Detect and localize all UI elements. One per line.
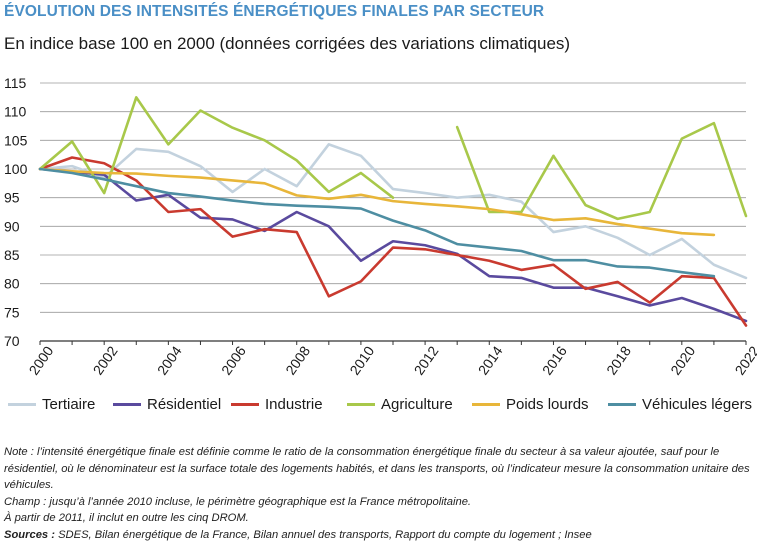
axes: 70 75 80 85 90 95 100 105 110 115 2000 2002 2004 2006… bbox=[4, 75, 757, 378]
legend-swatch-vehicules-legers bbox=[608, 402, 636, 406]
series-lines bbox=[38, 96, 748, 327]
legend-swatch-agriculture bbox=[347, 402, 375, 406]
chart-notes: Note : l’intensité énergétique finale es… bbox=[4, 444, 754, 543]
x-tick-label: 2004 bbox=[154, 343, 185, 378]
y-tick-label: 70 bbox=[4, 333, 20, 349]
series-line-vehicules-legers bbox=[38, 167, 716, 278]
chart-subtitle: En indice base 100 en 2000 (données corr… bbox=[4, 34, 571, 53]
series-line-industrie bbox=[38, 156, 748, 327]
legend-label-agriculture: Agriculture bbox=[381, 395, 453, 413]
legend-item-agriculture: Agriculture bbox=[347, 394, 453, 414]
series-line-residentiel bbox=[38, 167, 748, 323]
line-chart: 70 75 80 85 90 95 100 105 110 115 2000 2002 2004 2006… bbox=[4, 75, 757, 378]
sources-text: SDES, Bilan énergétique de la France, Bi… bbox=[54, 528, 592, 541]
legend-item-tertiaire: Tertiaire bbox=[8, 394, 95, 414]
x-tick-label: 2000 bbox=[25, 343, 56, 378]
x-tick-label: 2016 bbox=[539, 343, 570, 378]
grid bbox=[40, 82, 746, 342]
y-tick-label: 90 bbox=[4, 218, 20, 234]
sources-label: Sources : bbox=[4, 528, 55, 541]
champ-text: Champ : jusqu’à l’année 2010 incluse, le… bbox=[4, 495, 472, 508]
sources-line: Sources : SDES, Bilan énergétique de la … bbox=[4, 527, 754, 544]
y-tick-label: 110 bbox=[4, 104, 27, 120]
y-tick-label: 100 bbox=[4, 161, 28, 177]
x-tick-label: 2006 bbox=[218, 343, 249, 378]
legend-item-residentiel: Résidentiel bbox=[113, 394, 221, 414]
x-tick-label: 2014 bbox=[475, 343, 506, 378]
y-tick-label: 95 bbox=[4, 190, 20, 206]
y-tick-label: 75 bbox=[4, 304, 20, 320]
legend-item-vehicules-legers: Véhicules légers bbox=[608, 394, 752, 414]
series-line-tertiaire bbox=[38, 143, 748, 280]
legend-label-poids-lourds: Poids lourds bbox=[506, 395, 589, 413]
legend-item-industrie: Industrie bbox=[231, 394, 323, 414]
x-tick-label: 2002 bbox=[90, 343, 121, 378]
legend-swatch-residentiel bbox=[113, 402, 141, 406]
note-text: Note : l’intensité énergétique finale es… bbox=[4, 446, 750, 491]
series-line-poids-lourds bbox=[38, 167, 716, 237]
y-tick-label: 115 bbox=[4, 75, 27, 91]
legend-label-vehicules-legers: Véhicules légers bbox=[642, 395, 753, 413]
x-tick-label: 2022 bbox=[731, 343, 757, 378]
legend-label-tertiaire: Tertiaire bbox=[42, 395, 96, 413]
y-tick-label: 85 bbox=[4, 247, 20, 263]
x-tick-label: 2020 bbox=[667, 343, 698, 378]
legend: Tertiaire Résidentiel Industrie Agricult… bbox=[0, 394, 757, 414]
champ-text-2: À partir de 2011, il inclut en outre les… bbox=[4, 512, 249, 524]
y-tick-label: 105 bbox=[4, 132, 28, 148]
legend-item-poids-lourds: Poids lourds bbox=[472, 394, 589, 414]
legend-swatch-tertiaire bbox=[8, 402, 36, 406]
legend-swatch-industrie bbox=[231, 402, 259, 406]
x-tick-label: 2010 bbox=[346, 343, 377, 378]
x-tick-label: 2012 bbox=[411, 343, 442, 378]
x-tick-label: 2018 bbox=[603, 343, 634, 378]
chart-title: ÉVOLUTION DES INTENSITÉS ÉNERGÉTIQUES FI… bbox=[4, 3, 545, 20]
legend-label-industrie: Industrie bbox=[265, 395, 323, 413]
x-tick-label: 2008 bbox=[282, 343, 313, 378]
legend-swatch-poids-lourds bbox=[472, 402, 500, 406]
y-tick-label: 80 bbox=[4, 276, 20, 292]
legend-label-residentiel: Résidentiel bbox=[147, 395, 222, 413]
